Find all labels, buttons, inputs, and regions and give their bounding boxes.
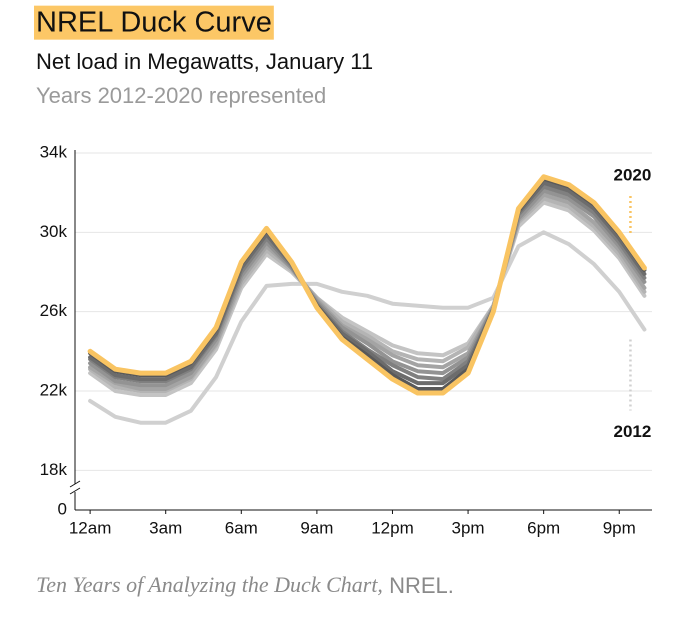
x-tick-label: 12pm: [371, 518, 414, 537]
series-line: [88, 200, 647, 397]
x-tick-label: 6pm: [527, 518, 560, 537]
series-line: [88, 230, 647, 425]
chart-title: NREL Duck Curve: [36, 7, 272, 39]
y-tick-label: 30k: [40, 222, 68, 241]
series-line: [88, 188, 647, 388]
source-publisher: NREL.: [389, 573, 454, 598]
x-tick-label: 9pm: [603, 518, 636, 537]
series-line: [88, 192, 647, 391]
source: Ten Years of Analyzing the Duck Chart, N…: [36, 572, 454, 598]
chart-subtitle: Net load in Megawatts, January 11: [36, 49, 373, 74]
plot-area: 0 18k 22k 26k 30k 34k 12am 3am 6am 9am 12pm 3pm 6pm 9…: [40, 142, 652, 537]
title-highlight: [34, 5, 274, 40]
chart-note: Years 2012-2020 represented: [36, 83, 326, 108]
y-tick-label: 0: [58, 499, 67, 518]
y-tick-label: 18k: [40, 460, 68, 479]
x-tick-label: 3am: [149, 518, 182, 537]
series-label: 2012: [614, 422, 652, 441]
y-tick-label: 22k: [40, 380, 68, 399]
y-tick-label: 26k: [40, 301, 68, 320]
series-label: 2020: [614, 166, 652, 185]
axis-break: [69, 487, 81, 495]
x-tick-label: 3pm: [452, 518, 485, 537]
axis-break-gap: [69, 484, 81, 492]
x-tick-label: 6am: [225, 518, 258, 537]
y-tick-label: 34k: [40, 142, 68, 161]
series-line: [88, 180, 647, 386]
axis-break: [69, 480, 81, 488]
x-tick-label: 9am: [300, 518, 333, 537]
x-tick-label: 12am: [69, 518, 112, 537]
source-title: Ten Years of Analyzing the Duck Chart,: [36, 572, 383, 597]
series-line: [87, 174, 647, 396]
